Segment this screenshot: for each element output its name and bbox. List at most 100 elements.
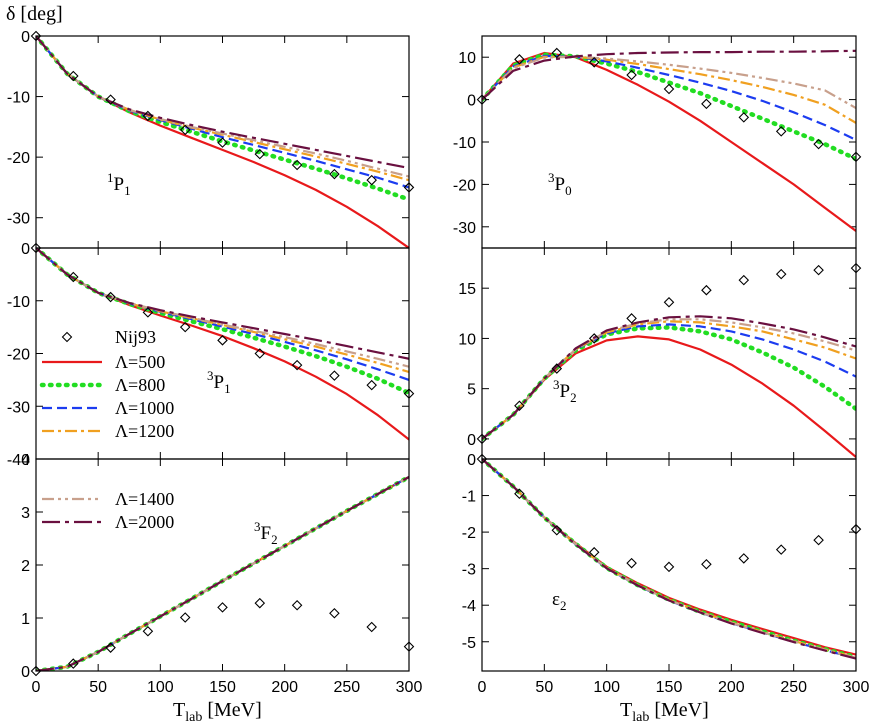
nij93-point [514, 54, 525, 65]
y-tick-label: 0 [21, 29, 30, 46]
legend-label: Λ=2000 [115, 512, 174, 532]
x-tick-label: 200 [718, 679, 745, 696]
y-tick-label: 5 [467, 382, 476, 399]
x-tick-label: 100 [593, 679, 620, 696]
x-axis-label-left: Tlab [MeV] [173, 699, 262, 725]
series-line-3P2 [482, 315, 856, 440]
series-line-eps2 [482, 459, 856, 659]
series-line-3P1 [36, 248, 409, 441]
x-axis-label-right: Tlab [MeV] [620, 699, 709, 725]
legend-entry: Nij93 [61, 327, 156, 347]
channel-label-eps2: ε2 [552, 589, 566, 613]
nij93-point [813, 138, 824, 150]
panel-3F2: 0 50 100 150 200 250 300 0 1 2 3 4 3F2 [21, 452, 422, 696]
panel-3P0: 10 0 -10 -20 -30 3P0 [453, 35, 862, 249]
legend-entry: Λ=2000 [42, 512, 174, 532]
series-line-eps2 [482, 459, 856, 656]
nij93-point [663, 561, 675, 573]
panel-frame [481, 458, 857, 672]
nij93-point [366, 621, 377, 633]
channel-label-3P0: 3P0 [548, 170, 572, 198]
nij93-point [813, 264, 824, 276]
y-tick-label: -1 [462, 489, 476, 506]
legend-entry: Λ=500 [42, 352, 165, 372]
y-tick-label: -10 [7, 90, 30, 107]
x-tick-label: 300 [396, 679, 423, 696]
legend-label: Λ=1400 [115, 489, 174, 509]
nij93-point [551, 363, 563, 374]
series-group-3P0 [482, 49, 856, 232]
y-tick-label: -20 [453, 177, 476, 194]
series-line-3P0 [482, 51, 856, 232]
nij93-point [142, 625, 154, 637]
y-tick-label: -30 [7, 211, 30, 228]
nij93-point [105, 642, 116, 653]
y-tick-label: 15 [458, 281, 476, 298]
series-line-3P1 [36, 248, 409, 368]
nij93-point [68, 658, 79, 669]
channel-label-3P2: 3P2 [553, 377, 577, 405]
series-line-3P0 [482, 52, 856, 162]
panel-frame [35, 458, 410, 672]
nij93-point [366, 174, 377, 186]
nij93-point [105, 291, 116, 303]
series-line-3P2 [482, 335, 856, 458]
series-line-3P0 [482, 54, 856, 141]
x-tick-label: 150 [209, 679, 236, 696]
x-tick-label: 50 [89, 679, 107, 696]
y-tick-label: 3 [21, 505, 30, 522]
y-tick-label: -2 [462, 525, 476, 542]
nij93-point [254, 348, 266, 359]
legend-entry: Λ=1000 [42, 398, 174, 418]
series-line-3P0 [482, 55, 856, 124]
legend-label: Nij93 [115, 327, 156, 347]
nij93-point [254, 148, 266, 160]
y-tick-label: 0 [21, 664, 30, 681]
series-line-3P0 [482, 55, 856, 110]
panel-3P1: 0 -10 -20 -30 -40 3P1 [7, 241, 415, 469]
y-tick-label: -10 [453, 135, 476, 152]
nij93-point [701, 284, 712, 296]
nij93-point [291, 600, 303, 611]
legend: Nij93 Λ=500 Λ=800 Λ=1000 Λ=1200 Λ=1400 Λ=2000 [39, 327, 174, 532]
channel-label-3F2: 3F2 [254, 519, 278, 547]
nij93-point [775, 126, 787, 137]
panel-1P1: 0 -10 -20 -30 1P1 [7, 29, 415, 249]
y-tick-label: -40 [7, 452, 30, 469]
y-tick-label: 2 [21, 558, 30, 575]
y-tick-label: -5 [462, 635, 476, 652]
nij93-point [514, 488, 525, 500]
y-tick-label: 0 [467, 93, 476, 110]
nij93-point [663, 296, 675, 308]
x-tick-label: 0 [478, 679, 487, 696]
x-tick-label: 250 [780, 679, 807, 696]
y-tick-label: -30 [453, 220, 476, 237]
legend-entry: Λ=1400 [42, 489, 174, 509]
nij93-point [775, 268, 787, 280]
nij93-point [626, 69, 637, 81]
legend-label: Λ=500 [115, 352, 165, 372]
y-tick-label: 0 [21, 241, 30, 258]
series-line-3P2 [482, 323, 856, 440]
series-line-3P1 [36, 248, 409, 381]
x-tick-label: 50 [535, 679, 553, 696]
nij93-point [588, 546, 600, 558]
nij93-point [68, 70, 79, 82]
y-tick-label: 10 [458, 50, 476, 67]
nij93-point [775, 544, 787, 555]
series-group-3P1 [36, 248, 409, 441]
series-line-eps2 [482, 459, 856, 660]
series-line-3P1 [36, 248, 409, 396]
series-line-3P0 [482, 49, 856, 101]
nij93-point [551, 47, 563, 59]
y-tick-label: -20 [7, 347, 30, 364]
channel-label-3P1: 3P1 [207, 368, 231, 396]
series-line-3P2 [482, 318, 856, 440]
series-group-3P2 [482, 315, 856, 458]
series-line-1P1 [36, 36, 409, 170]
nij93-point [254, 597, 266, 609]
series-line-1P1 [36, 36, 409, 182]
y-tick-label: -10 [7, 294, 30, 311]
series-line-1P1 [36, 36, 409, 248]
